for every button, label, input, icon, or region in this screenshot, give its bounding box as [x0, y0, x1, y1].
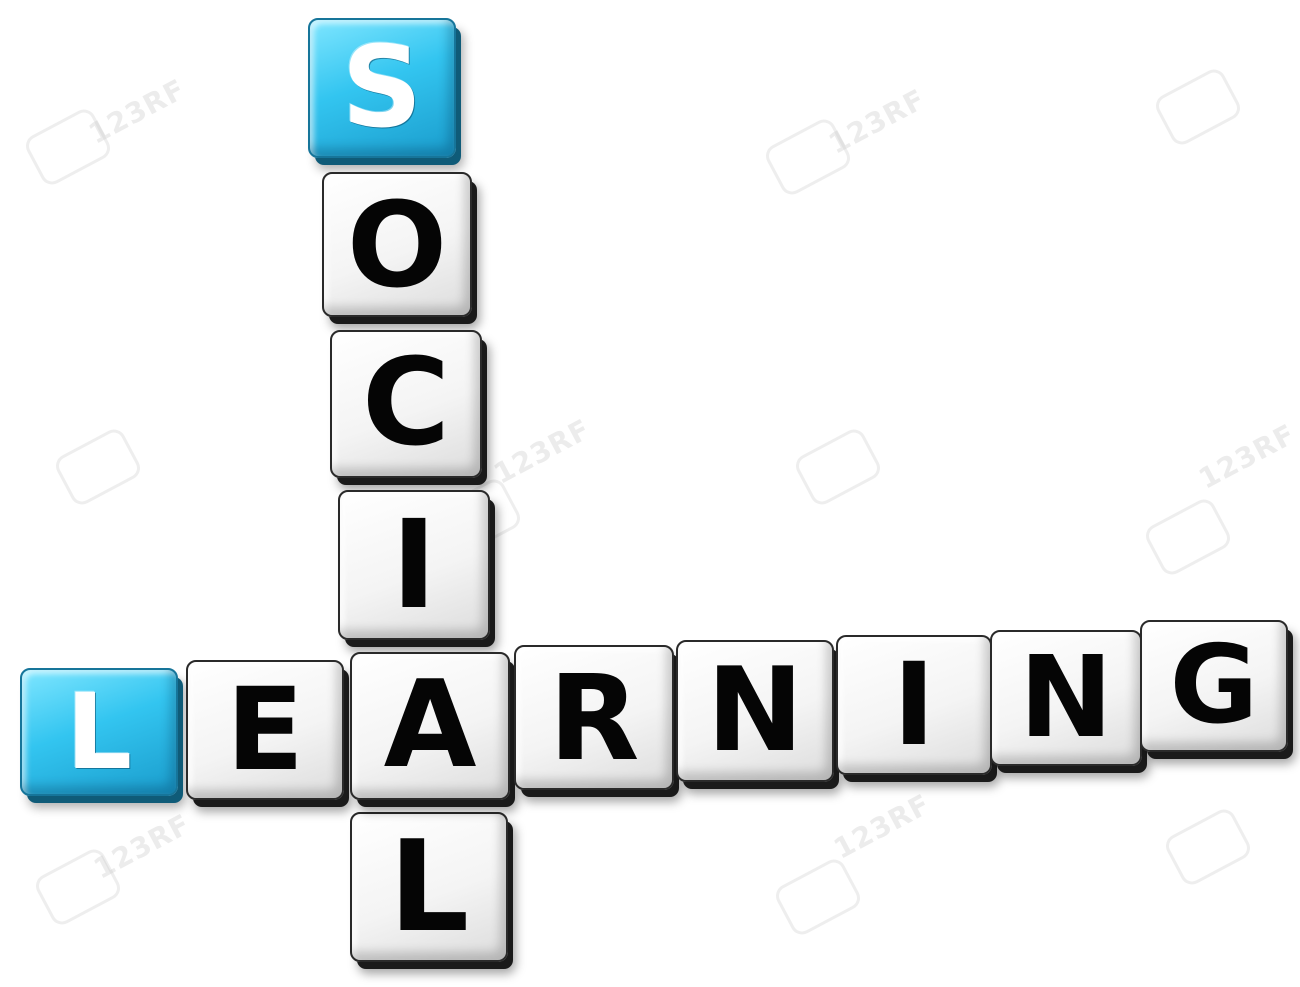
- cube-social-3: C: [330, 330, 482, 478]
- cube-learning-4: R: [514, 645, 674, 790]
- cube-letter: N: [1019, 633, 1113, 763]
- cube-letter: I: [892, 638, 936, 771]
- cube-letter: C: [361, 334, 451, 473]
- cube-learning-2: E: [186, 660, 344, 800]
- cube-letter: L: [65, 671, 133, 793]
- cube-learning-3: A: [350, 652, 510, 800]
- cube-learning-8: G: [1140, 620, 1288, 752]
- cube-social-4: I: [338, 490, 490, 640]
- cube-social-2: O: [322, 172, 472, 317]
- watermark-logo-icon: [771, 855, 865, 939]
- cube-letter: O: [346, 175, 448, 314]
- watermark-text: 123RF: [828, 787, 936, 866]
- cube-letter: I: [391, 494, 437, 636]
- cube-social-1: S: [308, 18, 456, 158]
- watermark-text: 123RF: [823, 82, 931, 161]
- cube-letter: R: [548, 648, 640, 787]
- cube-learning-7: N: [990, 630, 1142, 766]
- watermark-logo-icon: [51, 425, 145, 509]
- cube-letter: S: [341, 23, 423, 153]
- watermark-logo-icon: [791, 425, 885, 509]
- watermark-logo-icon: [761, 115, 855, 199]
- watermark-logo-icon: [1161, 805, 1255, 889]
- cube-letter: L: [388, 813, 470, 960]
- watermark-text: 123RF: [83, 72, 191, 151]
- watermark-logo-icon: [21, 105, 115, 189]
- cube-learning-6: I: [836, 635, 992, 775]
- watermark-logo-icon: [31, 845, 125, 929]
- watermark-text: 123RF: [88, 807, 196, 886]
- watermark-logo-icon: [1141, 495, 1235, 579]
- cube-learning-5: N: [676, 640, 834, 782]
- cube-learning-1: L: [20, 668, 178, 796]
- cube-letter: E: [226, 663, 304, 796]
- cube-letter: G: [1169, 623, 1259, 748]
- cube-letter: A: [383, 656, 477, 795]
- cube-letter: N: [706, 643, 804, 778]
- watermark-text: 123RF: [1193, 417, 1300, 496]
- watermark-text: 123RF: [488, 412, 596, 491]
- cube-social-6: L: [350, 812, 508, 962]
- watermark-logo-icon: [1151, 65, 1245, 149]
